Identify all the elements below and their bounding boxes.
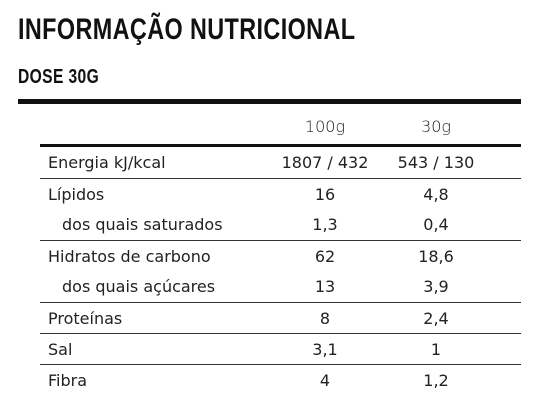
row-label: Proteínas <box>48 309 123 328</box>
column-header-100g: 100g <box>304 117 346 136</box>
table-row-lipidos: Lípidos 16 4,8 <box>40 178 521 210</box>
row-value-100g: 4 <box>319 371 331 390</box>
row-label: dos quais açúcares <box>62 277 216 296</box>
row-value-100g: 3,1 <box>312 340 338 359</box>
top-divider <box>18 99 521 104</box>
row-value-100g: 1,3 <box>312 215 338 234</box>
table-row-proteinas: Proteínas 8 2,4 <box>40 302 521 334</box>
row-label: dos quais saturados <box>62 215 223 234</box>
table-row-fibra: Fibra 4 1,2 <box>40 364 521 396</box>
row-value-100g: 1807 / 432 <box>281 153 369 172</box>
row-value-30g: 3,9 <box>423 277 449 296</box>
row-label: Hidratos de carbono <box>48 247 211 266</box>
row-value-100g: 13 <box>314 277 336 296</box>
serving-size-subtitle: DOSE 30G <box>18 66 100 88</box>
row-value-30g: 1,2 <box>423 371 449 390</box>
row-value-30g: 2,4 <box>423 309 449 328</box>
table-row-energia: Energia kJ/kcal 1807 / 432 543 / 130 <box>40 147 521 178</box>
table-row-saturados: dos quais saturados 1,3 0,4 <box>40 209 521 240</box>
row-value-30g: 0,4 <box>423 215 449 234</box>
row-label: Energia kJ/kcal <box>48 153 166 172</box>
row-value-100g: 16 <box>314 185 336 204</box>
table-row-hidratos: Hidratos de carbono 62 18,6 <box>40 240 521 272</box>
page-title: INFORMAÇÃO NUTRICIONAL <box>18 13 356 46</box>
row-value-30g: 4,8 <box>423 185 449 204</box>
row-value-100g: 62 <box>314 247 336 266</box>
table-row-acucares: dos quais açúcares 13 3,9 <box>40 271 521 302</box>
table-row-sal: Sal 3,1 1 <box>40 333 521 365</box>
header-divider <box>40 144 521 147</box>
row-value-30g: 1 <box>430 340 442 359</box>
row-value-100g: 8 <box>319 309 331 328</box>
row-label: Sal <box>48 340 73 359</box>
row-label: Lípidos <box>48 185 105 204</box>
row-value-30g: 543 / 130 <box>397 153 475 172</box>
row-label: Fibra <box>48 371 88 390</box>
column-header-30g: 30g <box>421 117 451 136</box>
row-value-30g: 18,6 <box>418 247 454 266</box>
